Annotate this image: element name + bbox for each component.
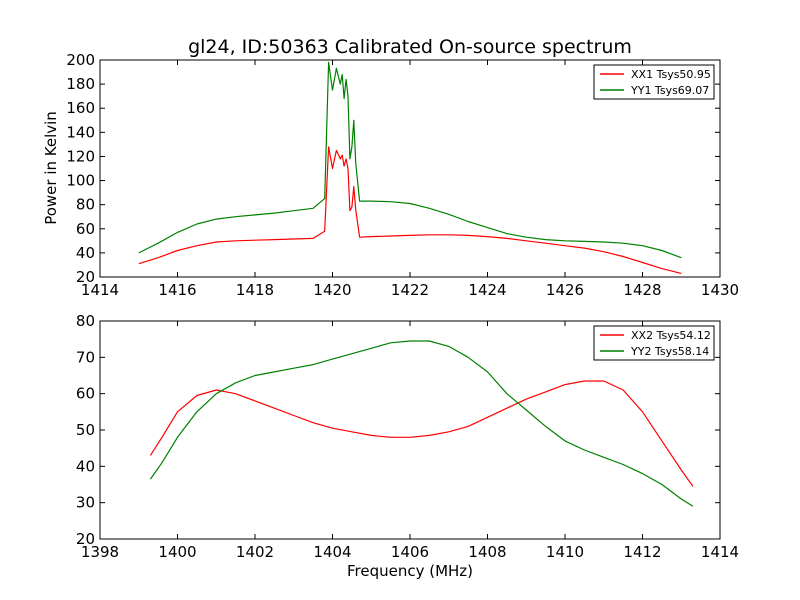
top-y-tick-label: 180 [66,75,95,93]
bottom-x-tick-label: 1398 [81,543,119,561]
bottom-plot-lines [149,340,694,507]
top-y-tick-label: 200 [66,51,95,69]
top-legend-box [593,64,715,100]
series-line-yy2 [149,340,694,507]
bottom-y-tick-label: 30 [76,494,95,512]
series-line-xx1 [138,146,682,274]
bottom-y-tick-label: 60 [76,385,95,403]
top-y-tick-label: 60 [76,220,95,238]
bottom-legend-box [593,325,715,361]
top-plot-ticks: 1414 1416 1418 1420 1422 1424 1426 1428 1430 20 40… [66,51,739,299]
bottom-x-tick-label: 1406 [391,543,429,561]
top-y-tick-label: 140 [66,123,95,141]
bottom-y-tick-label: 20 [76,530,95,548]
bottom-x-tick-label: 1408 [468,543,506,561]
top-x-tick-label: 1428 [623,281,661,299]
top-x-tick-label: 1420 [313,281,351,299]
top-y-axis-label: Power in Kelvin [42,111,60,225]
top-legend: XX1 Tsys50.95 YY1 Tsys69.07 [593,64,715,100]
bottom-x-tick-label: 1412 [623,543,661,561]
top-x-tick-label: 1416 [158,281,196,299]
bottom-x-tick-label: 1404 [313,543,351,561]
bottom-x-tick-label: 1410 [546,543,584,561]
chart-title: gl24, ID:50363 Calibrated On-source spec… [188,36,632,58]
legend-label-yy1: YY1 Tsys69.07 [630,84,709,97]
bottom-plot: 1398 1400 1402 1404 1406 1408 1410 1412 1414 20 30… [76,312,739,580]
top-y-tick-label: 40 [76,244,95,262]
top-y-tick-label: 160 [66,99,95,117]
bottom-x-axis-label: Frequency (MHz) [347,562,473,580]
top-y-tick-label: 120 [66,147,95,165]
bottom-y-tick-label: 50 [76,421,95,439]
top-y-tick-label: 20 [76,268,95,286]
bottom-legend: XX2 Tsys54.12 YY2 Tsys58.14 [593,325,715,361]
bottom-x-tick-label: 1400 [158,543,196,561]
top-plot-lines [138,61,682,274]
top-x-tick-label: 1418 [236,281,274,299]
bottom-y-tick-label: 70 [76,348,95,366]
top-x-tick-label: 1430 [701,281,739,299]
bottom-y-tick-label: 40 [76,457,95,475]
series-line-yy1 [138,61,682,259]
top-plot: 1414 1416 1418 1420 1422 1424 1426 1428 1430 20 40… [42,51,739,299]
bottom-x-tick-label: 1402 [236,543,274,561]
top-x-tick-label: 1426 [546,281,584,299]
bottom-x-tick-label: 1414 [701,543,739,561]
bottom-y-tick-label: 80 [76,312,95,330]
top-x-tick-label: 1424 [468,281,506,299]
top-x-tick-label: 1414 [81,281,119,299]
legend-label-xx1: XX1 Tsys50.95 [631,68,711,81]
series-line-xx2 [149,380,694,487]
top-y-tick-label: 100 [66,172,95,190]
bottom-plot-ticks: 1398 1400 1402 1404 1406 1408 1410 1412 1414 20 30… [76,312,739,561]
top-x-tick-label: 1422 [391,281,429,299]
top-y-tick-label: 80 [76,196,95,214]
legend-label-yy2: YY2 Tsys58.14 [630,345,709,358]
legend-label-xx2: XX2 Tsys54.12 [631,329,711,342]
